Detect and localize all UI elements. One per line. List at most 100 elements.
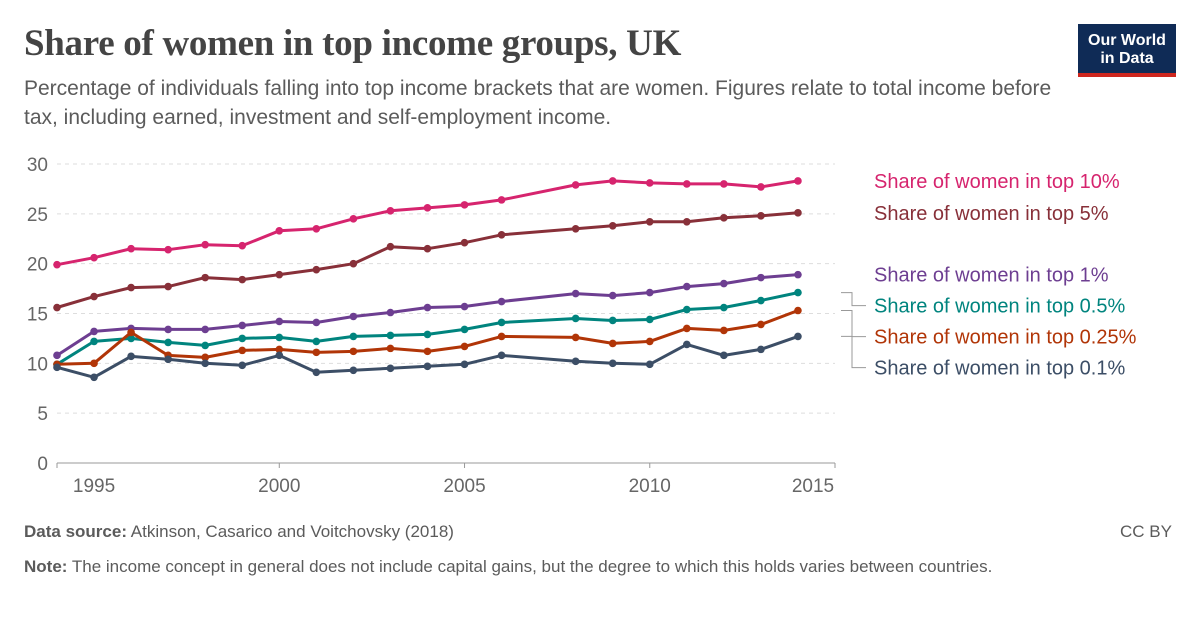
data-point[interactable] — [460, 342, 469, 351]
series-label[interactable]: Share of women in top 0.1% — [874, 358, 1125, 380]
data-point[interactable] — [683, 218, 691, 226]
series-label[interactable]: Share of women in top 0.5% — [874, 296, 1125, 318]
data-point[interactable] — [645, 288, 654, 297]
series-line[interactable] — [55, 273, 800, 357]
data-point[interactable] — [571, 333, 580, 342]
data-point[interactable] — [275, 333, 284, 342]
data-point[interactable] — [423, 204, 432, 212]
data-point[interactable] — [312, 224, 321, 233]
data-point[interactable] — [312, 348, 321, 357]
data-point[interactable] — [201, 325, 209, 334]
data-point[interactable] — [90, 292, 98, 301]
data-point[interactable] — [312, 318, 321, 327]
data-point[interactable] — [720, 214, 728, 222]
data-point[interactable] — [349, 366, 358, 375]
data-point[interactable] — [608, 316, 617, 325]
data-point[interactable] — [645, 218, 654, 226]
data-point[interactable] — [127, 328, 135, 337]
data-point[interactable] — [423, 303, 432, 312]
data-point[interactable] — [90, 327, 98, 336]
data-point[interactable] — [238, 275, 247, 284]
data-point[interactable] — [645, 360, 654, 369]
data-point[interactable] — [275, 270, 284, 279]
data-point[interactable] — [423, 244, 432, 253]
data-source-text[interactable]: Atkinson, Casarico and Voitchovsky (2018… — [130, 522, 454, 541]
data-point[interactable] — [571, 224, 580, 233]
data-point[interactable] — [645, 179, 654, 187]
data-point[interactable] — [497, 332, 506, 341]
data-point[interactable] — [386, 364, 395, 373]
data-point[interactable] — [794, 177, 802, 185]
data-point[interactable] — [683, 305, 691, 314]
data-point[interactable] — [757, 273, 765, 282]
data-point[interactable] — [683, 324, 691, 333]
data-point[interactable] — [164, 338, 172, 347]
data-point[interactable] — [757, 212, 765, 220]
license-link[interactable]: CC BY — [1120, 522, 1172, 541]
data-point[interactable] — [794, 209, 802, 217]
data-point[interactable] — [312, 337, 321, 346]
data-point[interactable] — [53, 363, 61, 372]
data-point[interactable] — [571, 357, 580, 366]
data-point[interactable] — [164, 325, 172, 334]
data-point[interactable] — [423, 347, 432, 356]
data-point[interactable] — [312, 368, 321, 377]
data-point[interactable] — [53, 351, 61, 360]
series-label[interactable]: Share of women in top 0.25% — [874, 327, 1137, 349]
data-point[interactable] — [127, 352, 135, 361]
data-point[interactable] — [349, 215, 358, 223]
data-point[interactable] — [794, 270, 802, 279]
data-point[interactable] — [608, 177, 617, 185]
data-point[interactable] — [349, 332, 358, 341]
data-point[interactable] — [683, 282, 691, 291]
data-point[interactable] — [201, 240, 209, 249]
data-point[interactable] — [312, 265, 321, 274]
data-point[interactable] — [608, 221, 617, 230]
series-label[interactable]: Share of women in top 5% — [874, 203, 1109, 225]
data-point[interactable] — [571, 289, 580, 298]
data-point[interactable] — [164, 355, 172, 364]
data-point[interactable] — [53, 260, 61, 269]
series-line[interactable] — [55, 179, 800, 267]
data-point[interactable] — [683, 180, 691, 188]
data-point[interactable] — [460, 302, 469, 311]
data-point[interactable] — [497, 351, 506, 360]
data-point[interactable] — [349, 312, 358, 321]
data-point[interactable] — [497, 230, 506, 239]
data-point[interactable] — [386, 331, 395, 340]
owid-logo[interactable]: Our World in Data — [1078, 24, 1176, 77]
data-point[interactable] — [720, 326, 728, 335]
series-label[interactable]: Share of women in top 1% — [874, 265, 1109, 287]
data-point[interactable] — [238, 346, 247, 355]
data-point[interactable] — [645, 337, 654, 346]
series-line[interactable] — [55, 309, 800, 366]
data-point[interactable] — [238, 321, 247, 330]
data-point[interactable] — [423, 362, 432, 371]
data-point[interactable] — [608, 339, 617, 348]
data-point[interactable] — [275, 317, 284, 326]
series-line[interactable] — [55, 291, 800, 366]
data-point[interactable] — [757, 183, 765, 191]
data-point[interactable] — [460, 360, 469, 369]
data-point[interactable] — [608, 359, 617, 368]
data-point[interactable] — [201, 273, 209, 282]
data-point[interactable] — [794, 332, 802, 341]
data-point[interactable] — [127, 334, 135, 343]
data-point[interactable] — [386, 207, 395, 215]
data-point[interactable] — [349, 347, 358, 356]
data-point[interactable] — [645, 315, 654, 324]
data-point[interactable] — [757, 345, 765, 354]
data-point[interactable] — [497, 318, 506, 327]
data-point[interactable] — [238, 334, 247, 343]
data-point[interactable] — [757, 296, 765, 305]
data-point[interactable] — [720, 351, 728, 360]
data-point[interactable] — [201, 359, 209, 368]
data-point[interactable] — [720, 303, 728, 312]
data-point[interactable] — [497, 196, 506, 204]
data-point[interactable] — [275, 226, 284, 235]
data-point[interactable] — [275, 345, 284, 354]
data-point[interactable] — [683, 340, 691, 349]
data-point[interactable] — [460, 325, 469, 334]
data-point[interactable] — [460, 201, 469, 209]
series-label[interactable]: Share of women in top 10% — [874, 171, 1120, 193]
